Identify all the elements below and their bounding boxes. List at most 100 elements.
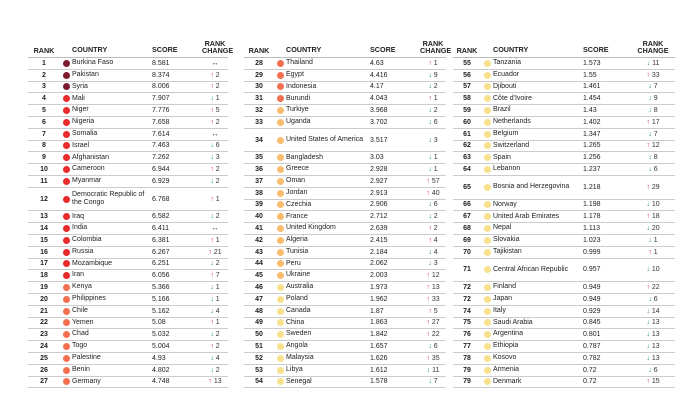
rank-cell: 72 xyxy=(463,295,471,303)
country-cell: Italy xyxy=(493,306,506,314)
country-cell: Lebanon xyxy=(493,165,521,173)
rank-change-value: 57 xyxy=(431,177,440,185)
arrow-down-icon: ↓ xyxy=(646,319,650,327)
rank-change-cell: ↑ 1 xyxy=(202,237,228,244)
rank-change-value: 1 xyxy=(433,154,438,162)
score-cell: 5.162 xyxy=(152,307,170,315)
country-cell: Norway xyxy=(493,200,517,208)
rank-change-cell: ↑ 12 xyxy=(631,142,675,149)
rank-cell: 54 xyxy=(255,378,263,386)
score-cell: 0.957 xyxy=(583,266,601,274)
table-row: 67 United Arab Emirates 1.178 ↑ 18 xyxy=(453,211,675,224)
rank-change-header: RANK CHANGE xyxy=(637,39,669,55)
level-dot-icon xyxy=(63,272,70,280)
rank-cell: 37 xyxy=(255,177,263,185)
table-row: 37 Oman 2.927 ↑ 57 xyxy=(244,176,446,188)
rank-change-value: 11 xyxy=(432,366,440,374)
country-cell: Afghanistan xyxy=(72,153,109,161)
country-cell: Poland xyxy=(286,295,308,303)
rank-cell: 79 xyxy=(463,378,471,386)
level-dot-icon xyxy=(277,118,284,126)
rank-change-value: 2 xyxy=(433,107,438,115)
arrow-up-icon: ↑ xyxy=(428,95,432,103)
arrow-down-icon: ↓ xyxy=(648,95,652,103)
rank-change-value: 9 xyxy=(433,71,438,79)
rank-change-cell: ↓ 1 xyxy=(631,237,675,244)
country-cell: Kenya xyxy=(72,283,92,291)
rank-change-value: 13 xyxy=(651,319,660,327)
score-cell: 2.927 xyxy=(370,177,388,185)
country-cell: Colombia xyxy=(72,236,102,244)
level-dot-icon xyxy=(484,95,491,103)
rank-cell: 55 xyxy=(463,59,471,67)
rank-cell: 22 xyxy=(40,319,48,327)
rank-cell: 39 xyxy=(255,201,263,209)
level-dot-icon xyxy=(277,307,284,315)
rank-change-cell: ↑ 5 xyxy=(420,308,446,315)
rank-cell: 48 xyxy=(255,307,263,315)
rank-change-value: 21 xyxy=(213,248,222,256)
rank-change-cell: ↑ 2 xyxy=(202,343,228,350)
arrow-up-icon: ↑ xyxy=(210,83,214,91)
rank-change-value: 1 xyxy=(215,236,220,244)
rank-change-cell: ↑ 21 xyxy=(202,249,228,256)
level-dot-icon xyxy=(484,236,491,244)
rank-change-value: 10 xyxy=(651,266,660,274)
rank-cell: 50 xyxy=(255,331,263,339)
level-dot-icon xyxy=(63,177,70,185)
country-cell: Czechia xyxy=(286,200,312,208)
score-cell: 1.863 xyxy=(370,319,388,327)
rank-change-cell: ↑ 17 xyxy=(631,119,675,126)
rank-change-value: 6 xyxy=(653,366,658,374)
rank-cell: 79 xyxy=(463,366,471,374)
rank-change-cell: ↓ 2 xyxy=(202,260,228,267)
country-header: COUNTRY xyxy=(493,45,529,54)
arrow-down-icon: ↓ xyxy=(646,266,650,274)
rank-change-cell: ↓ 13 xyxy=(631,355,675,362)
country-cell: Indonesia xyxy=(286,82,317,90)
level-dot-icon xyxy=(484,83,491,91)
country-cell: Nigeria xyxy=(72,118,95,126)
rank-change-cell: ↑ 57 xyxy=(420,178,446,185)
level-dot-icon xyxy=(63,260,70,268)
arrow-up-icon: ↑ xyxy=(428,236,432,244)
rank-cell: 74 xyxy=(463,307,471,315)
rank-change-value: 2 xyxy=(215,366,220,374)
rank-change-value: 2 xyxy=(215,260,220,268)
country-cell: United Arab Emirates xyxy=(493,212,560,220)
rank-change-value: 6 xyxy=(653,295,658,303)
table-row: 10 Cameroon 6.944 ↑ 2 xyxy=(28,164,228,176)
rank-cell: 59 xyxy=(463,107,471,115)
rank-cell: 12 xyxy=(40,195,48,203)
rank-cell: 27 xyxy=(40,378,48,386)
rank-change-cell: ↑ 2 xyxy=(202,119,228,126)
rank-cell: 7 xyxy=(42,130,46,138)
table-row: 5 Niger 7.776 ↑ 5 xyxy=(28,105,228,117)
score-cell: 6.381 xyxy=(152,236,170,244)
rank-change-value: 7 xyxy=(215,272,220,280)
rank-change-cell: ↓ 3 xyxy=(420,260,446,267)
rank-cell: 41 xyxy=(255,225,263,233)
country-cell: Australia xyxy=(286,283,314,291)
country-cell: Russia xyxy=(72,247,94,255)
country-cell: Tunisia xyxy=(286,247,309,255)
rank-cell: 53 xyxy=(255,366,263,374)
level-dot-icon xyxy=(277,83,284,91)
country-cell: Denmark xyxy=(493,377,522,385)
rank-change-cell: ↓ 20 xyxy=(631,225,675,232)
country-cell: Algeria xyxy=(286,236,308,244)
table-row: 48 Canada 1.87 ↑ 5 xyxy=(244,306,446,318)
rank-cell: 51 xyxy=(255,343,263,351)
table-row: 50 Sweden 1.842 ↑ 22 xyxy=(244,329,446,342)
rank-cell: 65 xyxy=(463,183,471,191)
rank-change-cell: ↓ 2 xyxy=(202,331,228,338)
rank-change-cell: ↑ 13 xyxy=(202,378,228,385)
arrow-down-icon: ↓ xyxy=(428,201,432,209)
table-row: 58 Côte d'Ivoire 1.454 ↓ 9 xyxy=(453,93,675,106)
level-dot-icon xyxy=(277,343,284,351)
level-dot-icon xyxy=(63,107,70,115)
table-row: 38 Jordan 2.913 ↑ 40 xyxy=(244,188,446,200)
score-cell: 4.93 xyxy=(152,354,166,362)
arrow-down-icon: ↓ xyxy=(210,154,214,162)
rank-cell: 56 xyxy=(463,71,471,79)
